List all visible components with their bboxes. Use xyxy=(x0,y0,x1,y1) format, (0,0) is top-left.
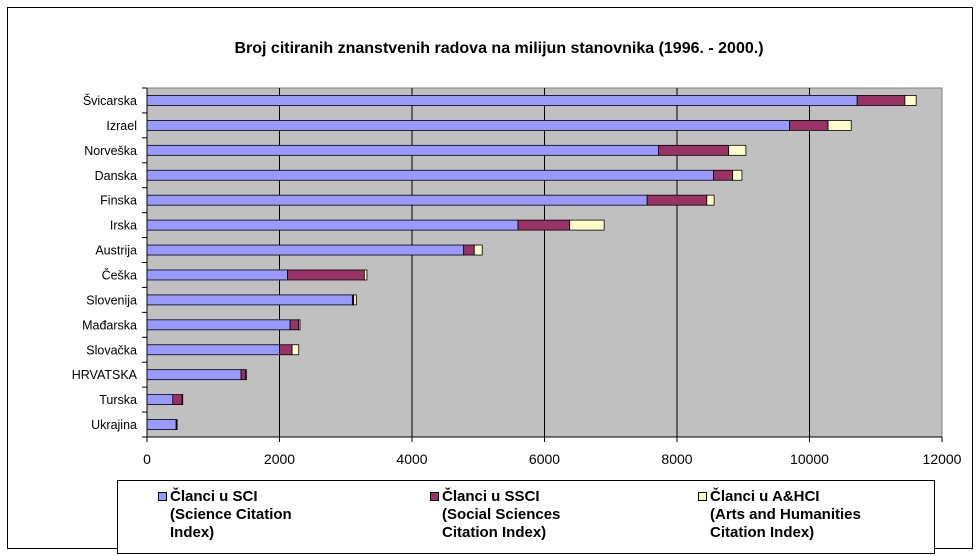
bar-segment-1 xyxy=(146,219,519,231)
bar-segment-3 xyxy=(181,394,184,406)
legend-swatch-ssci xyxy=(430,492,439,501)
bar-segment-1 xyxy=(146,344,280,356)
bar-segment-2 xyxy=(463,244,475,256)
bar-segment-2 xyxy=(646,194,708,206)
bar-segment-3 xyxy=(298,319,301,331)
x-tick-label: 12000 xyxy=(923,451,962,467)
category-label: Slovenija xyxy=(86,293,137,307)
bar-segment-2 xyxy=(172,394,183,406)
bars xyxy=(146,95,917,430)
x-tick-label: 4000 xyxy=(396,451,427,467)
bar-segment-3 xyxy=(291,344,300,356)
bar-segment-1 xyxy=(146,419,177,430)
bar-segment-3 xyxy=(245,369,247,381)
bar-segment-3 xyxy=(353,294,357,306)
category-label: Izrael xyxy=(106,119,137,133)
bar-segment-1 xyxy=(146,119,791,131)
x-tick-label: 2000 xyxy=(264,451,295,467)
x-tick-label: 0 xyxy=(143,451,151,467)
category-label: Mađarska xyxy=(82,318,137,332)
bar-segment-1 xyxy=(146,95,858,106)
legend-label-ahci: Članci u A&HCI (Arts and Humanities Cita… xyxy=(710,488,861,541)
bar-segment-2 xyxy=(279,344,293,356)
legend-swatch-ahci xyxy=(698,492,707,501)
bar-segment-1 xyxy=(146,144,659,156)
category-label: Češka xyxy=(102,267,137,282)
bar-segment-2 xyxy=(658,144,730,156)
category-label: HRVATSKA xyxy=(72,368,138,382)
legend: Članci u SCI (Science Citation Index) Čl… xyxy=(117,480,935,554)
x-axis-ticks: 0 2000 4000 6000 8000 10000 12000 xyxy=(142,87,962,467)
category-label: Danska xyxy=(95,169,137,183)
bar-segment-3 xyxy=(363,269,368,281)
bar-segment-2 xyxy=(287,269,365,281)
bar-segment-1 xyxy=(146,169,714,181)
x-tick-label: 8000 xyxy=(661,451,692,467)
chart-title: Broj citiranih znanstvenih radova na mil… xyxy=(234,40,763,57)
bar-segment-1 xyxy=(146,244,465,256)
bar-segment-1 xyxy=(146,294,353,306)
bar-segment-2 xyxy=(517,219,571,231)
bar-segment-2 xyxy=(289,319,300,331)
bar-segment-2 xyxy=(240,369,247,381)
bar-segment-3 xyxy=(827,119,852,131)
category-label: Švicarska xyxy=(83,93,137,108)
bar-segment-1 xyxy=(146,269,288,281)
bar-segment-2 xyxy=(789,119,829,131)
bar-segment-1 xyxy=(146,194,648,206)
bar-segment-2 xyxy=(856,95,906,106)
bar-segment-1 xyxy=(146,369,242,381)
bar-segment-3 xyxy=(706,194,715,206)
bar-segment-2 xyxy=(713,169,734,181)
category-label: Finska xyxy=(100,194,137,208)
legend-label-ssci: Članci u SSCI (Social Sciences Citation … xyxy=(442,488,561,541)
bar-segment-3 xyxy=(732,169,743,181)
bar-segment-3 xyxy=(904,95,917,106)
bar-segment-1 xyxy=(146,394,174,406)
bar-segment-1 xyxy=(146,319,291,331)
category-label: Ukrajina xyxy=(91,418,137,432)
category-labels: Švicarska Izrael Norveška Danska Finska Irska… xyxy=(72,93,138,432)
category-label: Austrija xyxy=(95,244,137,258)
category-label: Norveška xyxy=(84,144,137,158)
bar-segment-3 xyxy=(569,219,605,231)
x-tick-label: 10000 xyxy=(790,451,829,467)
x-tick-label: 6000 xyxy=(529,451,560,467)
bar-segment-3 xyxy=(728,144,747,156)
legend-label-sci: Članci u SCI (Science Citation Index) xyxy=(170,488,292,541)
bar-segment-3 xyxy=(473,244,483,256)
category-label: Irska xyxy=(110,219,137,233)
category-label: Slovačka xyxy=(86,343,137,357)
legend-swatch-sci xyxy=(158,492,167,501)
category-label: Turska xyxy=(99,393,137,407)
